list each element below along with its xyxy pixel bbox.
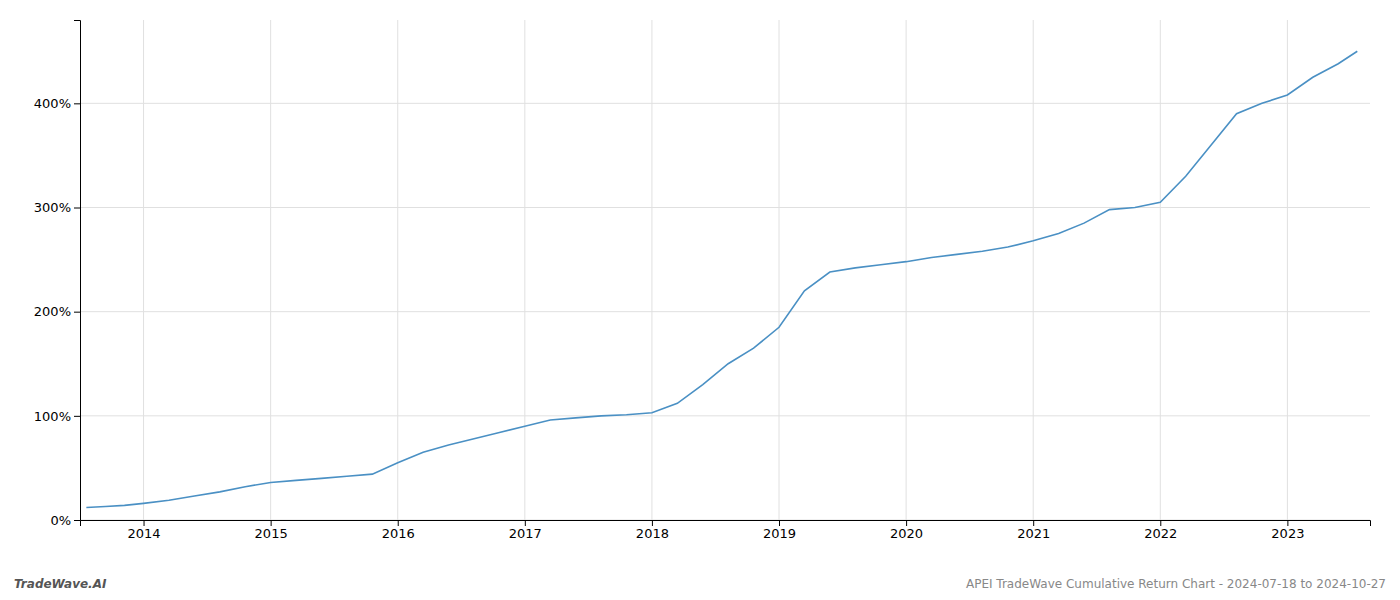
grid-line	[524, 20, 525, 520]
tick-label: 100%	[34, 408, 71, 423]
tick: 2023	[1271, 520, 1304, 541]
footer-right: APEI TradeWave Cumulative Return Chart -…	[966, 577, 1386, 591]
grid-line	[80, 207, 1370, 208]
tick-label: 2014	[127, 526, 160, 541]
tick-label: 2020	[890, 526, 923, 541]
tick: 2014	[127, 520, 160, 541]
tick-label: 2019	[763, 526, 796, 541]
tick-label: 300%	[34, 200, 71, 215]
tick-label: 2021	[1017, 526, 1050, 541]
tick-mark	[1033, 520, 1034, 526]
tick-mark	[271, 520, 272, 526]
axis-line	[81, 521, 1371, 527]
tick: 100%	[34, 408, 80, 423]
grid-line	[80, 415, 1370, 416]
axis-line	[74, 21, 81, 521]
tick: 200%	[34, 304, 80, 319]
tick: 2015	[255, 520, 288, 541]
tick-label: 200%	[34, 304, 71, 319]
tick: 0%	[50, 513, 80, 528]
x-axis: 2014 2015 2016 2017 2018 2019 2020 2021 2022 2023	[81, 520, 1371, 541]
tick-label: 2023	[1271, 526, 1304, 541]
tick-label: 2022	[1144, 526, 1177, 541]
tick-mark	[74, 103, 80, 104]
tick-mark	[1287, 520, 1288, 526]
tick-label: 400%	[34, 96, 71, 111]
grid-line	[1160, 20, 1161, 520]
line	[86, 51, 1357, 507]
footer-left: TradeWave.AI	[14, 577, 107, 591]
y-axis: 0% 100% 200% 300% 400%	[34, 21, 81, 528]
tick: 2021	[1017, 520, 1050, 541]
tick-mark	[906, 520, 907, 526]
tick-label: 2016	[382, 526, 415, 541]
grid-line	[779, 20, 780, 520]
tick-mark	[74, 416, 80, 417]
grid-line	[397, 20, 398, 520]
tick: 2016	[382, 520, 415, 541]
marks	[86, 51, 1357, 507]
tick-mark	[525, 520, 526, 526]
tick-label: 0%	[50, 513, 71, 528]
tick: 300%	[34, 200, 80, 215]
tick-label: 2015	[255, 526, 288, 541]
grid-line	[143, 20, 144, 520]
tick-mark	[74, 520, 80, 521]
grid-line	[906, 20, 907, 520]
tick-mark	[398, 520, 399, 526]
grid	[80, 20, 1370, 520]
grid-line	[1033, 20, 1034, 520]
tick-mark	[1160, 520, 1161, 526]
grid-line	[270, 20, 271, 520]
tick-mark	[779, 520, 780, 526]
tick-mark	[74, 312, 80, 313]
grid-line	[651, 20, 652, 520]
tick-mark	[144, 520, 145, 526]
tick: 2018	[636, 520, 669, 541]
tick-label: 2018	[636, 526, 669, 541]
tick-mark	[652, 520, 653, 526]
grid-line	[80, 311, 1370, 312]
tick: 2020	[890, 520, 923, 541]
tick: 2019	[763, 520, 796, 541]
tick: 2022	[1144, 520, 1177, 541]
plot: 0%100%200%300%400%2014201520162017201820…	[34, 20, 1371, 541]
tick: 400%	[34, 96, 80, 111]
grid-line	[80, 103, 1370, 104]
tick-label: 2017	[509, 526, 542, 541]
tick-mark	[74, 208, 80, 209]
chart: 0%100%200%300%400%2014201520162017201820…	[0, 0, 1400, 600]
tick: 2017	[509, 520, 542, 541]
